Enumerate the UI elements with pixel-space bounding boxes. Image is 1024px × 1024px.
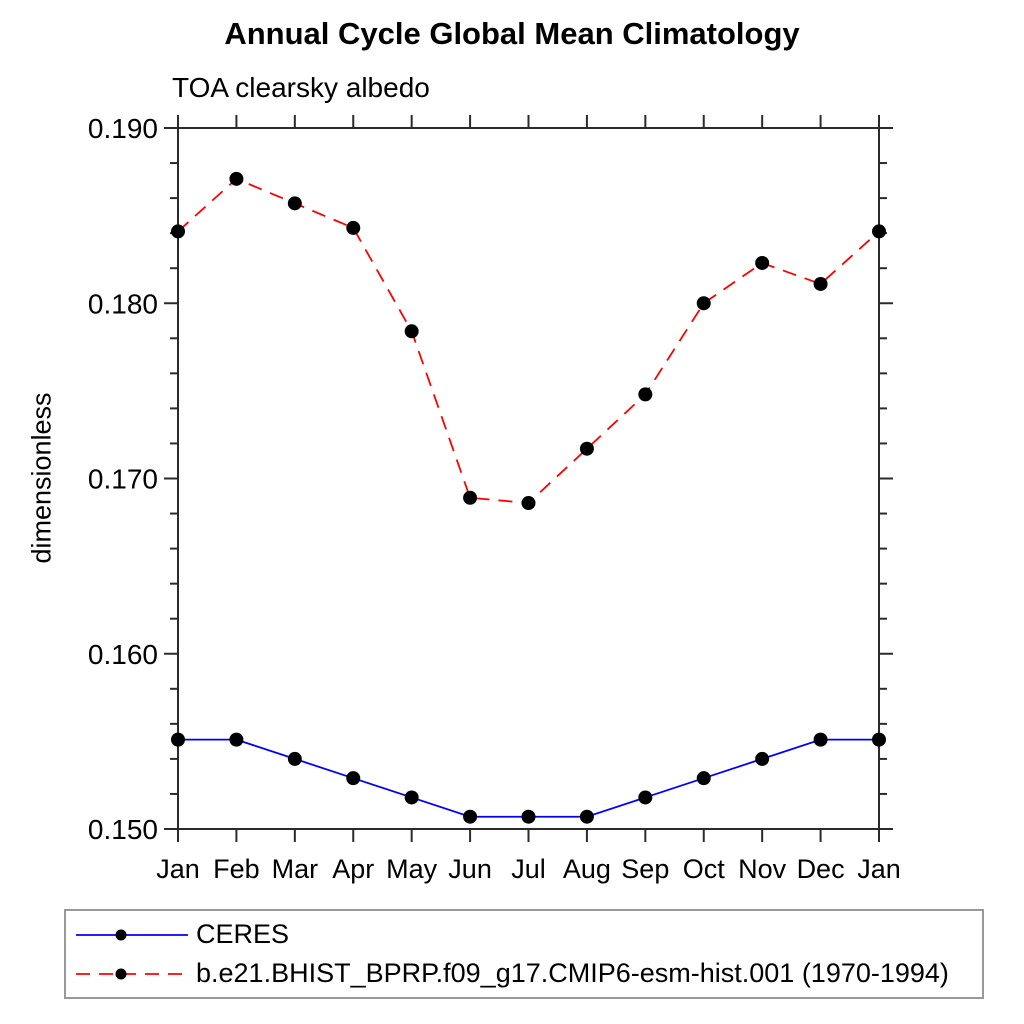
legend-item-ceres: CERES (74, 918, 982, 952)
x-axis-tick-labels: Jan Feb Mar Apr May Jun Jul Aug Sep Oct Nov Dec Jan (156, 854, 901, 884)
data-point (638, 387, 653, 402)
series-ceres (171, 732, 886, 824)
data-point (579, 441, 594, 456)
y-tick-label: 0.180 (88, 288, 158, 319)
x-tick-label: Oct (683, 854, 726, 884)
data-point (404, 324, 419, 339)
y-axis-tick-labels: 0.150 0.160 0.170 0.180 0.190 (88, 113, 158, 845)
chart-subtitle: TOA clearsky albedo (172, 72, 430, 103)
data-point (521, 496, 536, 511)
x-tick-label: Jan (857, 854, 901, 884)
x-tick-label: Aug (563, 854, 611, 884)
legend-box: CERES b.e21.BHIST_BPRP.f09_g17.CMIP6-esm… (64, 909, 984, 999)
data-point (755, 751, 770, 766)
x-tick-label: Feb (213, 854, 260, 884)
data-point (229, 171, 244, 186)
x-tick-label: Jul (511, 854, 546, 884)
data-point (229, 732, 244, 747)
data-point (287, 751, 302, 766)
y-tick-label: 0.190 (88, 113, 158, 144)
ceres-line-sample-icon (76, 929, 188, 940)
data-point (404, 790, 419, 805)
data-point (696, 296, 711, 311)
x-tick-label: Mar (272, 854, 319, 884)
x-axis-ticks (177, 115, 880, 842)
data-point (813, 732, 828, 747)
y-axis-ticks (164, 127, 893, 830)
y-tick-label: 0.150 (88, 814, 158, 845)
data-point (579, 809, 594, 824)
x-tick-label: Apr (332, 854, 374, 884)
data-point (171, 732, 185, 747)
data-point (171, 224, 185, 239)
y-tick-label: 0.170 (88, 464, 158, 495)
data-point (813, 276, 828, 291)
x-tick-label: Jun (448, 854, 492, 884)
data-point (638, 790, 653, 805)
y-tick-label: 0.160 (88, 639, 158, 670)
data-point (463, 490, 478, 505)
data-point (755, 255, 770, 270)
model-line-sample-icon (76, 968, 188, 979)
legend-label-ceres: CERES (196, 919, 290, 949)
data-point (872, 732, 886, 747)
x-tick-label: Sep (621, 854, 669, 884)
x-tick-label: Nov (738, 854, 787, 884)
x-tick-label: May (386, 854, 438, 884)
plot-frame (177, 127, 880, 830)
data-point (521, 809, 536, 824)
x-tick-label: Jan (156, 854, 200, 884)
data-point (346, 220, 361, 235)
data-point (287, 196, 302, 211)
legend-label-model: b.e21.BHIST_BPRP.f09_g17.CMIP6-esm-hist.… (196, 958, 949, 988)
data-point (463, 809, 478, 824)
data-point (346, 771, 361, 786)
data-point (872, 224, 886, 239)
data-point (696, 771, 711, 786)
x-tick-label: Dec (797, 854, 845, 884)
chart-title: Annual Cycle Global Mean Climatology (224, 16, 800, 51)
legend-item-model: b.e21.BHIST_BPRP.f09_g17.CMIP6-esm-hist.… (74, 957, 982, 991)
series-model (171, 171, 886, 511)
